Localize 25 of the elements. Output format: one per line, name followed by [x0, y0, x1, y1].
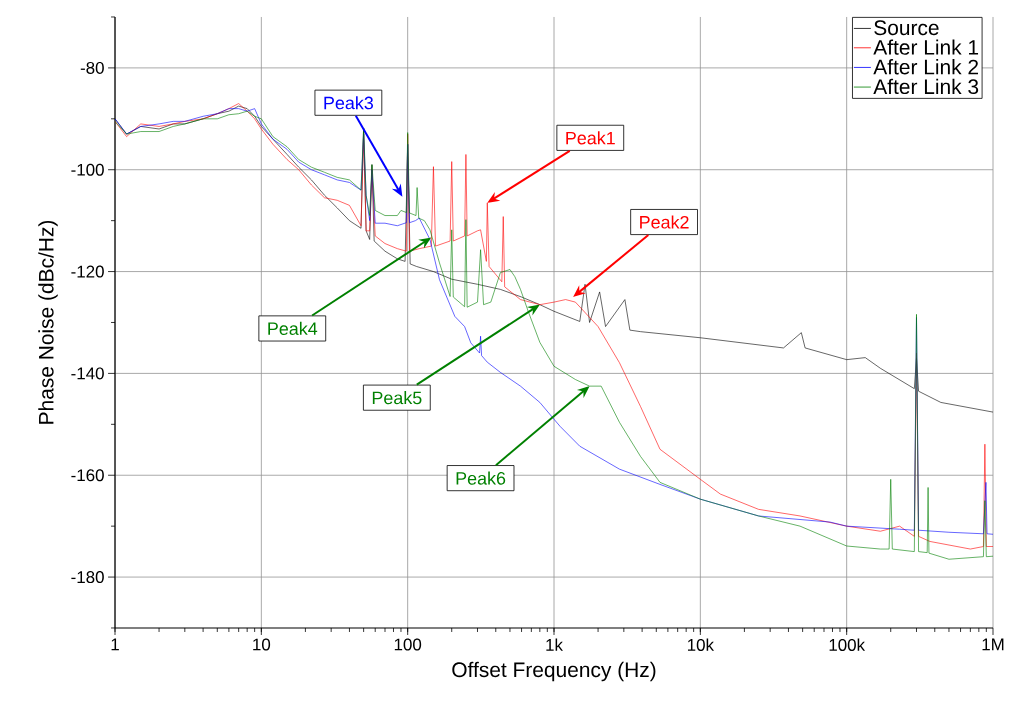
y-tick-label: -80: [80, 61, 104, 74]
y-tick-label: -160: [71, 469, 104, 482]
annotation: Peak4: [268, 321, 318, 336]
y-tick-label: -120: [71, 265, 104, 278]
x-tick-label: 1k: [546, 638, 563, 651]
y-tick-label: -100: [71, 163, 104, 176]
legend-label: After Link 1: [873, 39, 979, 55]
x-tick-label: 100k: [829, 638, 866, 651]
annotation: Peak3: [324, 96, 374, 110]
x-tick-label: 10k: [687, 638, 715, 651]
annotation: Peak1: [566, 131, 615, 145]
y-tick-label: -140: [71, 367, 104, 380]
y-axis-title: Phase Noise (dBc/Hz): [38, 220, 58, 424]
legend-label: After Link 3: [873, 78, 979, 95]
x-tick-label: 10: [253, 638, 271, 651]
legend-label: Source: [874, 20, 939, 36]
x-tick-label: 1: [111, 638, 119, 651]
annotation: Peak5: [372, 391, 422, 405]
annotation: Peak6: [456, 471, 506, 485]
x-tick-label: 100: [394, 638, 422, 651]
x-tick-label: 1M: [982, 638, 1004, 651]
annotation: Peak2: [640, 215, 689, 229]
legend-label: After Link 2: [873, 59, 979, 75]
x-axis-title: Offset Frequency (Hz): [452, 661, 656, 682]
y-tick-label: -180: [71, 571, 104, 584]
